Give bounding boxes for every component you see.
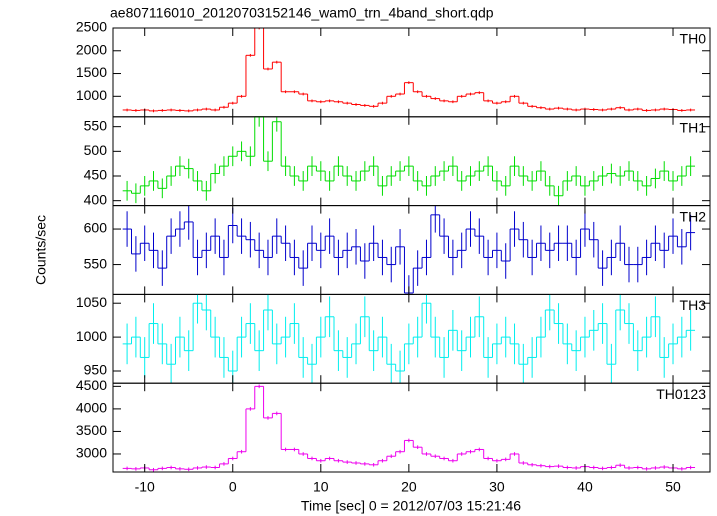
y-tick-label: 2000 [76, 41, 107, 57]
y-tick-label: 550 [84, 117, 108, 133]
panel-frame [112, 116, 711, 207]
x-tick-label: 50 [665, 479, 681, 495]
y-tick-label: 4500 [76, 377, 107, 393]
y-tick-label: 600 [84, 220, 108, 236]
chart-title: ae807116010_20120703152146_wam0_trn_4ban… [110, 5, 494, 21]
y-tick-label: 550 [84, 255, 108, 271]
y-tick-label: 500 [84, 142, 108, 158]
panel-frame [112, 382, 711, 473]
y-tick-label: 450 [84, 167, 108, 183]
y-tick-label: 950 [84, 362, 108, 378]
x-tick-label: 20 [401, 479, 417, 495]
y-tick-label: 4000 [76, 400, 107, 416]
y-tick-label: 1500 [76, 64, 107, 80]
x-tick-label: 40 [577, 479, 593, 495]
panel-label: TH0123 [656, 386, 706, 402]
panel-label: TH3 [680, 297, 707, 313]
y-tick-label: 1000 [76, 87, 107, 103]
x-tick-label: -10 [135, 479, 155, 495]
panel-frame [112, 27, 711, 118]
x-axis-label: Time [sec] 0 = 2012/07/03 15:21:46 [301, 498, 521, 514]
y-axis-label: Counts/sec [33, 215, 49, 285]
y-tick-label: 2500 [76, 19, 107, 35]
y-tick-label: 3000 [76, 445, 107, 461]
y-tick-label: 1000 [76, 328, 107, 344]
panel-label: TH0 [680, 31, 707, 47]
y-tick-label: 1050 [76, 294, 107, 310]
y-tick-label: 3500 [76, 422, 107, 438]
x-tick-label: 30 [489, 479, 505, 495]
panel-label: TH2 [680, 208, 707, 224]
x-tick-label: 10 [313, 479, 329, 495]
panel-label: TH1 [680, 120, 707, 136]
x-tick-label: 0 [229, 479, 237, 495]
y-tick-label: 400 [84, 191, 108, 207]
